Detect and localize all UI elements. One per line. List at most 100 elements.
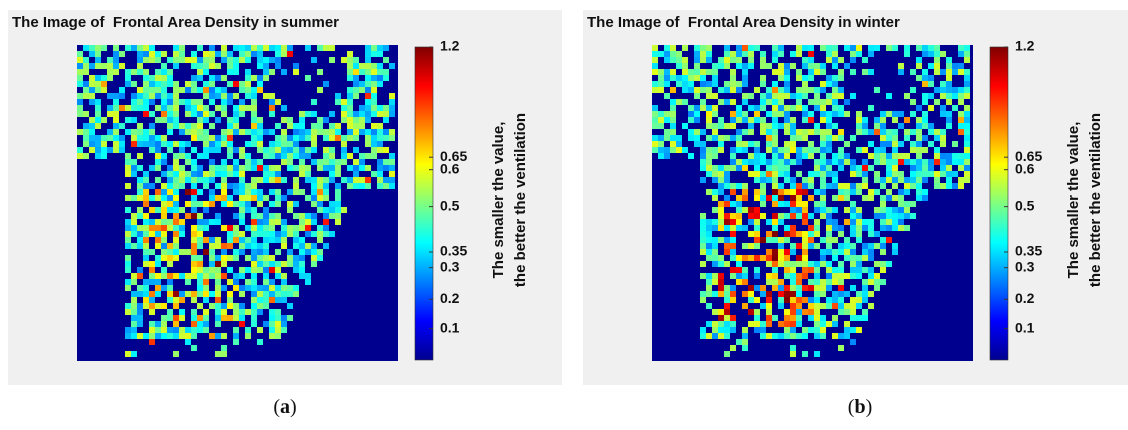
map-cell — [724, 291, 730, 297]
map-cell — [766, 273, 772, 279]
map-cell — [712, 81, 718, 87]
map-cell — [880, 237, 886, 243]
map-cell — [293, 237, 299, 243]
map-cell — [730, 81, 736, 87]
map-cell — [724, 183, 730, 189]
map-cell — [736, 135, 742, 141]
map-cell — [898, 153, 904, 159]
map-cell — [928, 123, 934, 129]
map-cell — [820, 261, 826, 267]
map-cell — [173, 207, 179, 213]
map-cell — [173, 213, 179, 219]
map-cell — [658, 111, 664, 117]
map-cell — [706, 303, 712, 309]
map-cell — [269, 231, 275, 237]
map-cell — [167, 201, 173, 207]
map-cell — [131, 45, 137, 51]
map-cell — [742, 183, 748, 189]
map-cell — [149, 99, 155, 105]
map-cell — [233, 309, 239, 315]
map-cell — [916, 165, 922, 171]
map-cell — [952, 105, 958, 111]
map-cell — [341, 207, 347, 213]
map-cell — [191, 237, 197, 243]
map-cell — [209, 255, 215, 261]
map-cell — [808, 75, 814, 81]
map-cell — [293, 63, 299, 69]
map-cell — [838, 231, 844, 237]
map-cell — [89, 99, 95, 105]
map-cell — [203, 219, 209, 225]
map-cell — [964, 57, 970, 63]
map-cell — [946, 165, 952, 171]
map-cell — [317, 231, 323, 237]
map-cell — [293, 225, 299, 231]
map-cell — [347, 87, 353, 93]
map-cell — [365, 129, 371, 135]
map-cell — [880, 243, 886, 249]
map-cell — [766, 87, 772, 93]
map-cell — [179, 165, 185, 171]
map-cell — [742, 93, 748, 99]
map-cell — [209, 171, 215, 177]
map-cell — [185, 81, 191, 87]
map-cell — [287, 285, 293, 291]
map-cell — [934, 99, 940, 105]
map-cell — [353, 57, 359, 63]
map-cell — [257, 261, 263, 267]
map-cell — [652, 141, 658, 147]
map-cell — [850, 57, 856, 63]
map-cell — [353, 135, 359, 141]
map-cell — [197, 273, 203, 279]
map-cell — [754, 219, 760, 225]
map-cell — [185, 159, 191, 165]
map-cell — [299, 135, 305, 141]
map-cell — [377, 183, 383, 189]
map-cell — [862, 315, 868, 321]
map-cell — [131, 315, 137, 321]
map-cell — [155, 75, 161, 81]
map-cell — [257, 285, 263, 291]
map-cell — [820, 69, 826, 75]
map-cell — [826, 321, 832, 327]
map-cell — [149, 195, 155, 201]
map-cell — [221, 183, 227, 189]
map-cell — [203, 141, 209, 147]
map-cell — [347, 129, 353, 135]
map-cell — [371, 129, 377, 135]
map-cell — [83, 87, 89, 93]
map-cell — [796, 171, 802, 177]
map-cell — [730, 165, 736, 171]
map-cell — [772, 45, 778, 51]
map-cell — [922, 189, 928, 195]
map-cell — [143, 201, 149, 207]
map-cell — [257, 231, 263, 237]
map-cell — [317, 87, 323, 93]
map-cell — [898, 213, 904, 219]
map-cell — [778, 111, 784, 117]
map-cell — [964, 165, 970, 171]
map-cell — [844, 111, 850, 117]
map-cell — [796, 45, 802, 51]
map-cell — [964, 93, 970, 99]
map-cell — [365, 153, 371, 159]
map-cell — [862, 219, 868, 225]
map-cell — [173, 153, 179, 159]
map-cell — [850, 327, 856, 333]
map-cell — [365, 141, 371, 147]
map-cell — [790, 267, 796, 273]
map-cell — [239, 177, 245, 183]
map-cell — [179, 207, 185, 213]
map-cell — [910, 177, 916, 183]
map-cell — [131, 99, 137, 105]
map-cell — [736, 213, 742, 219]
map-cell — [329, 213, 335, 219]
map-cell — [898, 111, 904, 117]
map-cell — [281, 273, 287, 279]
map-cell — [964, 171, 970, 177]
map-cell — [137, 165, 143, 171]
map-cell — [137, 303, 143, 309]
map-cell — [203, 63, 209, 69]
map-cell — [281, 69, 287, 75]
map-cell — [820, 117, 826, 123]
